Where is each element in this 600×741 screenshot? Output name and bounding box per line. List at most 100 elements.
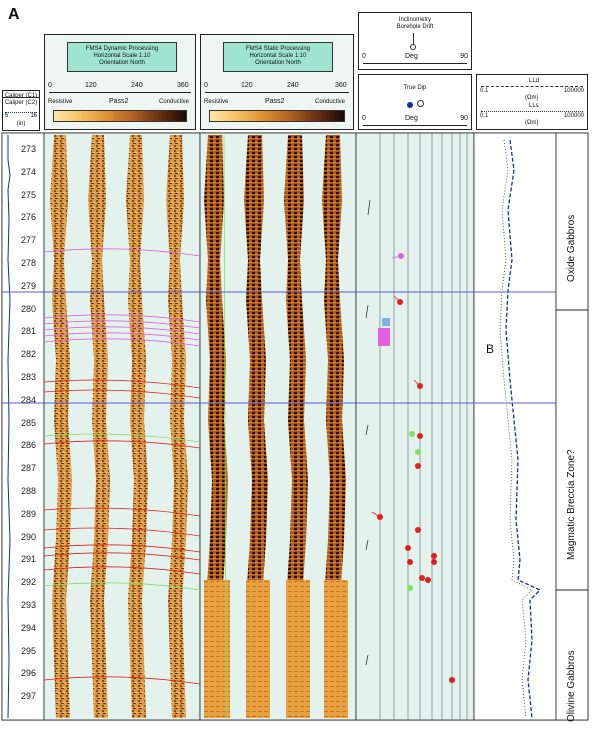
depth-label: 279 [21, 280, 37, 291]
depth-label: 282 [21, 349, 37, 360]
zone-label-oxide: Oxide Gabbros [566, 214, 577, 282]
fms-dynamic-title-box: FMS4 Dynamic Processing Horizontal Scale… [67, 42, 177, 72]
inclinometry-unit: Deg [405, 53, 418, 60]
depth-label: 278 [21, 258, 37, 268]
lls-curve [499, 139, 533, 719]
fms-static-pads [204, 135, 348, 718]
true-dip-unit: Deg [405, 115, 418, 122]
fms-static-right-label: Conductive [315, 99, 346, 105]
depth-label: 288 [21, 486, 37, 496]
depth-label: 295 [21, 645, 37, 656]
fms-dynamic-tick-120: 120 [85, 82, 97, 89]
fms-static-header: FMS4 Static Processing Horizontal Scale … [200, 34, 354, 130]
depth-label: 285 [21, 417, 37, 428]
lld-unit: (Ωm) [525, 95, 539, 101]
stat-pad-2 [244, 135, 268, 718]
fms-dynamic-tick-240: 240 [131, 82, 143, 89]
lld-max: 100000 [563, 88, 584, 94]
lls-min: 0.1 [480, 113, 489, 119]
depth-label: 287 [21, 463, 37, 474]
caliper-c2-min: 6 [5, 113, 9, 119]
fms-dynamic-tick-0: 0 [48, 82, 52, 89]
fms-dynamic-title3: Orientation North [99, 60, 145, 66]
caliper-c2-max: 16 [30, 113, 37, 119]
lld-min: 0.1 [480, 88, 489, 94]
fms-static-mid-label: Pass2 [265, 98, 285, 105]
lithology-track [555, 132, 589, 721]
figure-letter: A [8, 6, 20, 23]
caliper-c1-title: Caliper (C1) [4, 93, 38, 99]
fms-dynamic-color-bar [53, 110, 187, 122]
caliper-c2-header: Caliper (C2) 6 16 (in) [2, 97, 40, 131]
resistivity-header: LLd 0.1 100000 (Ωm) LLs 0.1 100000 (Ωm) [476, 74, 588, 130]
fms-dynamic-left-label: Resistive [48, 99, 73, 105]
fms-dynamic-pads [50, 135, 188, 718]
fms-static-tick-240: 240 [287, 82, 299, 89]
fms-dynamic-header: FMS4 Dynamic Processing Horizontal Scale… [44, 34, 196, 130]
dyn-pad-4 [166, 135, 188, 718]
inclinometry-max: 90 [460, 53, 468, 60]
depth-label: 293 [21, 600, 37, 610]
fms-dynamic-title1: FMS4 Dynamic Processing [85, 46, 159, 52]
fms-static-title-box: FMS4 Static Processing Horizontal Scale … [223, 42, 333, 72]
stat-pad-1 [204, 135, 228, 718]
inclinometry-title2: Borehole Drift [396, 24, 434, 30]
lls-label: LLs [529, 103, 539, 109]
depth-label: 286 [21, 440, 37, 451]
dip-track [355, 132, 475, 721]
depth-label: 281 [21, 326, 37, 337]
zone-label-olivine: Olivine Gabbros [566, 650, 577, 722]
true-dip-max: 90 [460, 115, 468, 122]
depth-label: 275 [21, 189, 37, 200]
dip-grid [379, 133, 468, 720]
depth-label: 274 [21, 166, 37, 177]
fms-static-tick-360: 360 [335, 82, 347, 89]
lld-curve [505, 139, 542, 719]
inclinometry-curve [365, 199, 371, 666]
depth-label: 292 [21, 577, 37, 588]
fms-static-title3: Orientation North [255, 60, 301, 66]
fms-dynamic-tick-360: 360 [177, 82, 189, 89]
depth-label: 296 [21, 668, 37, 679]
depth-label: 283 [21, 372, 37, 382]
true-dip-symbol-open [417, 100, 424, 107]
depth-label: 294 [21, 622, 37, 633]
fms-static-color-bar [209, 110, 345, 122]
fms-static-left-label: Resistive [204, 99, 229, 105]
true-dip-header: True Dip 0 Deg 90 [358, 74, 472, 130]
dyn-pad-3 [126, 135, 148, 718]
dyn-pad-2 [88, 135, 110, 718]
true-dip-min: 0 [362, 115, 366, 122]
stat-lower-light-4 [324, 580, 348, 718]
true-dip-title: True Dip [403, 85, 427, 91]
fms-dynamic-right-label: Conductive [159, 99, 190, 105]
depth-label: 280 [21, 303, 37, 314]
inclinometry-title1: Inclinometry [398, 17, 432, 23]
stat-lower-light-3 [286, 580, 310, 718]
fms-static-title1: FMS4 Static Processing [245, 46, 311, 52]
caliper-curve [7, 135, 11, 719]
depth-label: 273 [21, 144, 37, 154]
fms-static-title2: Horizontal Scale 1:10 [249, 53, 307, 59]
lld-label: LLd [529, 78, 540, 84]
depth-label: 289 [21, 508, 37, 519]
depth-label: 276 [21, 212, 37, 223]
zone-label-breccia: Magmatic Breccia Zone? [566, 449, 577, 560]
dip-tadpoles [371, 253, 455, 683]
dyn-pad-1 [50, 135, 72, 718]
caliper-c2-unit: (in) [16, 121, 26, 127]
fracture-traces [43, 134, 227, 719]
inclinometry-min: 0 [362, 53, 366, 60]
inclinometry-header: Inclinometry Borehole Drift 0 Deg 90 [358, 12, 472, 70]
fms-dynamic-title2: Horizontal Scale 1:10 [93, 53, 151, 59]
depth-label: 297 [21, 691, 37, 702]
true-dip-symbol-dot [407, 102, 413, 108]
fms-static-tick-0: 0 [204, 82, 208, 89]
depth-label: 277 [21, 235, 37, 246]
stat-pad-3 [284, 135, 308, 718]
inclinometry-symbol [413, 33, 414, 45]
fms-static-tick-120: 120 [241, 82, 253, 89]
depth-label: 290 [21, 531, 37, 542]
stat-lower-light-2 [246, 580, 270, 718]
